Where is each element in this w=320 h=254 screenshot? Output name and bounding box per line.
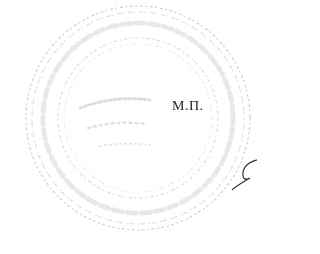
- page: {"stamp": {"label": "М.П."}} М.П. (() =>…: [0, 0, 257, 254]
- stamp-label: М.П.: [172, 99, 204, 114]
- stamp: [26, 6, 250, 230]
- signature: [232, 160, 257, 190]
- stamp-area: М.П.: [0, 0, 257, 254]
